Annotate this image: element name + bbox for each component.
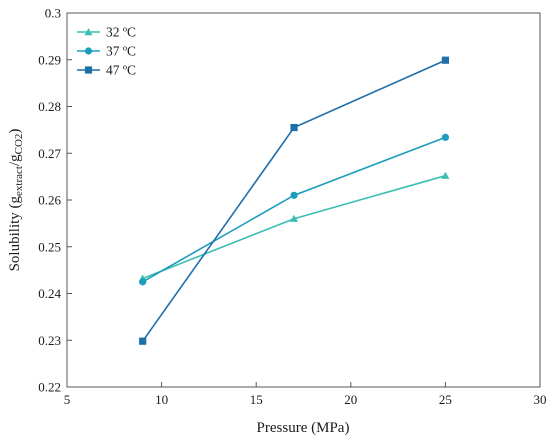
legend-item: 37 ºC — [77, 44, 136, 59]
y-tick-label: 0.29 — [38, 52, 61, 67]
legend-label: 47 ºC — [106, 63, 136, 78]
x-tick-label: 10 — [155, 392, 168, 407]
legend-label: 37 ºC — [106, 44, 136, 59]
legend: 32 ºC 37 ºC 47 ºC — [77, 25, 136, 78]
y-axis-label: Solubility (gextract/gCO2) — [7, 129, 25, 272]
plot-area — [66, 12, 541, 388]
x-axis-label: Pressure (MPa) — [257, 420, 350, 436]
legend-marker — [84, 66, 93, 74]
y-axis-label-slash: /g — [7, 154, 23, 166]
x-tick-label: 30 — [534, 392, 547, 407]
legend-marker — [84, 28, 93, 36]
data-point — [139, 278, 147, 286]
legend-item: 32 ºC — [77, 25, 136, 40]
x-tick-label: 25 — [439, 392, 452, 407]
y-tick-label: 0.27 — [38, 146, 61, 161]
y-tick-label: 0.28 — [38, 99, 61, 114]
y-tick-label: 0.24 — [38, 286, 61, 301]
data-point — [290, 191, 298, 199]
y-tick-label: 0.22 — [38, 380, 61, 395]
y-axis-label-main: Solubility (g — [7, 195, 23, 271]
legend-label: 32 ºC — [106, 25, 136, 40]
data-point — [441, 56, 449, 64]
data-point — [441, 171, 450, 179]
y-tick-label: 0.23 — [38, 333, 61, 348]
y-axis-label-sub-extract: extract — [13, 166, 25, 196]
data-point — [290, 214, 299, 222]
x-axis-ticks: 5 10 15 20 25 30 — [64, 382, 547, 407]
series-layer — [138, 56, 450, 345]
legend-item: 47 ºC — [77, 63, 136, 78]
series-1 — [139, 133, 449, 286]
legend-marker — [84, 47, 93, 55]
y-axis-ticks: 0.22 0.23 0.24 0.25 0.26 0.27 0.28 0.29 0.3 — [38, 6, 72, 395]
x-tick-label: 5 — [64, 392, 71, 407]
x-tick-label: 15 — [250, 392, 263, 407]
series-2 — [139, 56, 449, 345]
y-tick-label: 0.25 — [38, 239, 61, 254]
x-tick-label: 20 — [344, 392, 357, 407]
y-axis-label-close: ) — [7, 129, 23, 134]
data-point — [441, 133, 449, 141]
y-tick-label: 0.3 — [45, 6, 61, 21]
data-point — [139, 337, 147, 345]
y-axis-label-sub-co2: CO2 — [13, 134, 25, 155]
y-tick-label: 0.26 — [38, 193, 61, 208]
data-point — [290, 123, 298, 132]
